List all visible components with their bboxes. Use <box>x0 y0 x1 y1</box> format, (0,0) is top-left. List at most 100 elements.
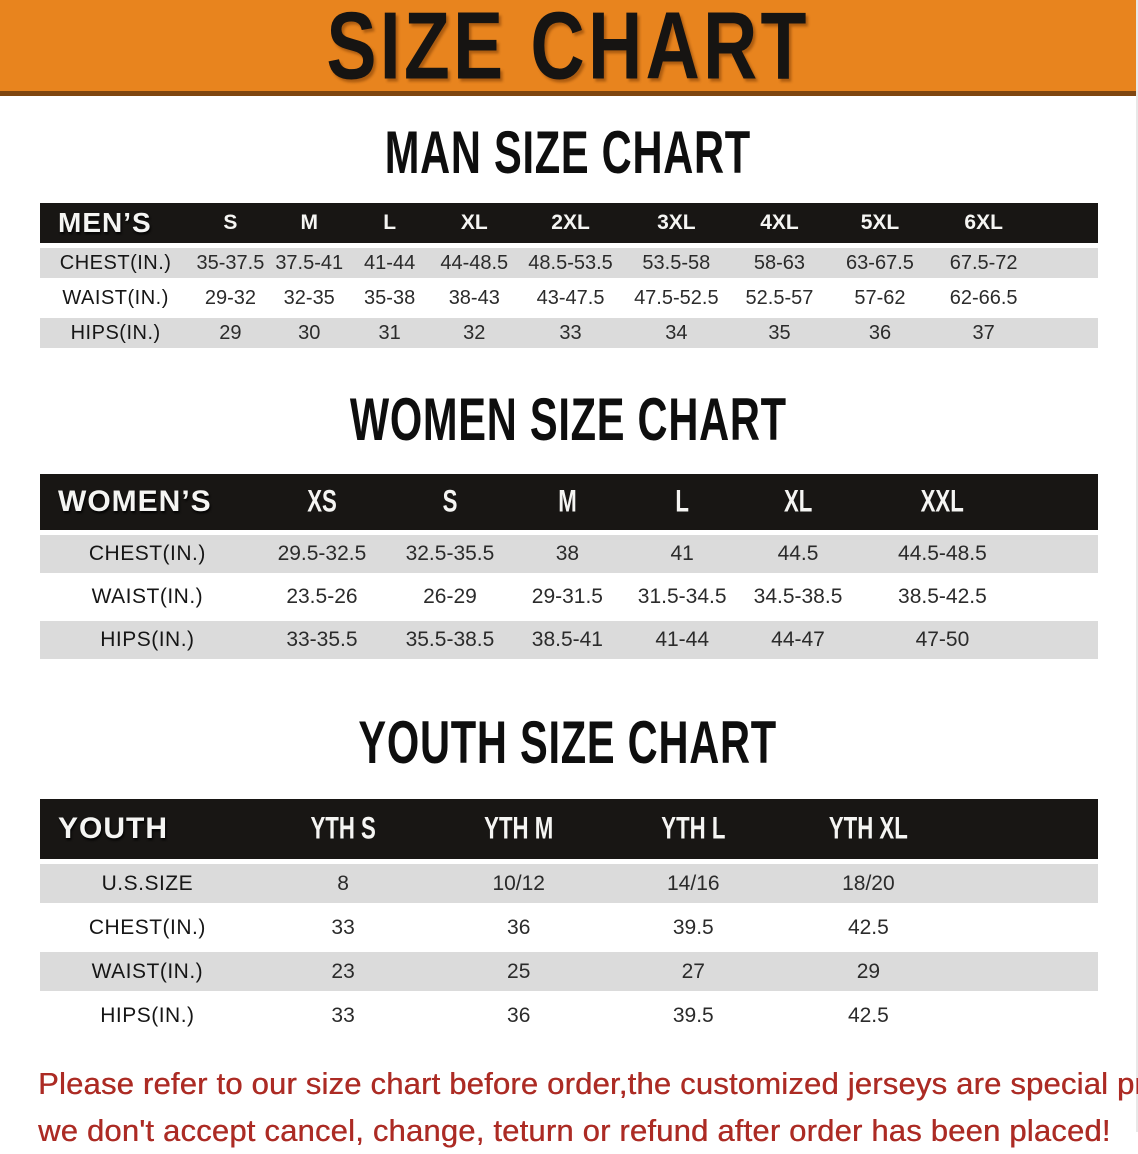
size-value: 43-47.5 <box>536 286 605 309</box>
spacer-cell <box>1037 203 1098 243</box>
order-disclaimer: Please refer to our size chart before or… <box>0 1060 1138 1154</box>
size-value: 44-47 <box>771 628 825 651</box>
youth-ussize-row: U.S.SIZE 8 10/12 14/16 18/20 <box>40 864 1098 903</box>
men-size-header: 5XL <box>860 211 900 234</box>
spacer-cell <box>1029 578 1098 616</box>
youth-size-table: YOUTH YTH S YTH M YTH L YTH XL U.S.SIZE … <box>40 794 1098 1040</box>
size-value: 67.5-72 <box>949 251 1018 274</box>
size-value: 34 <box>665 321 688 344</box>
youth-chest-row: CHEST(IN.) 33 36 39.5 42.5 <box>40 908 1098 947</box>
size-value: 37 <box>972 321 995 344</box>
order-disclaimer-line2: we don't accept cancel, change, teturn o… <box>38 1113 1111 1148</box>
size-value: 36 <box>507 1003 531 1027</box>
size-value: 38 <box>555 542 580 565</box>
size-value: 44-48.5 <box>440 251 509 274</box>
size-value: 62-66.5 <box>949 286 1018 309</box>
size-value: 57-62 <box>854 286 906 309</box>
youth-size-header: YTH M <box>431 799 606 859</box>
youth-size-header-text: YTH M <box>484 811 554 846</box>
youth-size-header: YTH L <box>606 799 781 859</box>
size-value: 41 <box>670 542 694 565</box>
youth-size-header-text: YTH L <box>661 811 726 846</box>
women-size-header: M <box>511 474 624 530</box>
size-value: 26-29 <box>423 585 477 608</box>
size-value: 35-38 <box>364 286 416 309</box>
youth-size-header: YTH S <box>255 799 432 859</box>
men-size-header: 6XL <box>964 211 1003 234</box>
men-size-header: XL <box>460 211 488 234</box>
man-section-title: MAN SIZE CHART <box>0 119 1136 186</box>
size-value: 8 <box>337 871 349 895</box>
women-size-header: XXL <box>856 474 1030 530</box>
youth-section-title: YOUTH SIZE CHART <box>0 709 1136 776</box>
women-table-header-row: WOMEN’S XS S M L XL XXL <box>40 474 1098 530</box>
size-value: 14/16 <box>667 871 720 895</box>
size-value: 32-35 <box>283 286 335 309</box>
size-value: 34.5-38.5 <box>753 585 843 608</box>
size-value: 39.5 <box>672 915 714 939</box>
men-hips-row: HIPS(IN.) 29 30 31 32 33 34 35 36 37 <box>40 318 1098 348</box>
row-label: CHEST(IN.) <box>59 251 172 274</box>
size-value: 35-37.5 <box>196 251 265 274</box>
size-value: 33 <box>331 915 355 939</box>
women-size-header: L <box>624 474 740 530</box>
size-value: 23 <box>331 959 355 983</box>
spacer-cell <box>956 996 1098 1035</box>
size-value: 35 <box>768 321 791 344</box>
row-label: CHEST(IN.) <box>88 915 206 939</box>
size-value: 58-63 <box>753 251 806 274</box>
size-chart-banner: SIZE CHART <box>0 0 1136 96</box>
size-value: 35.5-38.5 <box>405 628 495 651</box>
women-size-header-text: XL <box>783 484 813 519</box>
row-label: WAIST(IN.) <box>62 286 169 309</box>
size-value: 41-44 <box>364 251 416 274</box>
men-table-header-row: MEN’S S M L XL 2XL 3XL 4XL 5XL 6XL <box>40 203 1098 243</box>
size-value: 52.5-57 <box>745 286 814 309</box>
row-label: WAIST(IN.) <box>91 959 204 983</box>
size-value: 44.5 <box>777 542 819 565</box>
men-chest-row: CHEST(IN.) 35-37.5 37.5-41 41-44 44-48.5… <box>40 248 1098 278</box>
spacer-cell <box>1037 248 1098 278</box>
size-value: 31.5-34.5 <box>637 585 727 608</box>
size-value: 38.5-41 <box>531 628 603 651</box>
youth-size-header-text: YTH S <box>310 811 376 846</box>
youth-size-header-text: YTH XL <box>828 811 908 846</box>
youth-waist-row: WAIST(IN.) 23 25 27 29 <box>40 952 1098 991</box>
youth-hips-row: HIPS(IN.) 33 36 39.5 42.5 <box>40 996 1098 1035</box>
row-label: HIPS(IN.) <box>70 321 161 344</box>
banner-title: SIZE CHART <box>326 0 810 96</box>
spacer-cell <box>956 908 1098 947</box>
women-size-header-text: L <box>675 484 689 519</box>
youth-table-label: YOUTH <box>58 812 168 845</box>
size-value: 42.5 <box>847 1003 889 1027</box>
spacer-cell <box>1029 621 1098 659</box>
youth-size-header: YTH XL <box>781 799 957 859</box>
size-value: 53.5-58 <box>642 251 711 274</box>
size-value: 29-32 <box>204 286 256 309</box>
women-section-title: WOMEN SIZE CHART <box>0 386 1136 453</box>
size-value: 25 <box>507 959 531 983</box>
spacer-cell <box>1037 318 1098 348</box>
size-value: 23.5-26 <box>286 585 358 608</box>
size-value: 44.5-48.5 <box>898 542 987 565</box>
size-value: 31 <box>378 321 401 344</box>
size-value: 38.5-42.5 <box>898 585 987 608</box>
spacer-cell <box>1037 283 1098 313</box>
size-value: 29 <box>219 321 242 344</box>
women-chest-row: CHEST(IN.) 29.5-32.5 32.5-35.5 38 41 44.… <box>40 535 1098 573</box>
men-waist-row: WAIST(IN.) 29-32 32-35 35-38 38-43 43-47… <box>40 283 1098 313</box>
spacer-cell <box>956 952 1098 991</box>
women-table-label: WOMEN’S <box>58 485 212 518</box>
size-value: 47-50 <box>915 628 970 651</box>
row-label: WAIST(IN.) <box>91 585 204 608</box>
size-value: 36 <box>507 915 531 939</box>
men-size-table: MEN’S S M L XL 2XL 3XL 4XL 5XL 6XL CHEST… <box>40 198 1098 353</box>
spacer-cell <box>956 864 1098 903</box>
size-value: 33 <box>331 1003 355 1027</box>
size-value: 38-43 <box>448 286 500 309</box>
size-value: 32 <box>463 321 486 344</box>
size-value: 42.5 <box>847 915 889 939</box>
size-value: 48.5-53.5 <box>528 251 613 274</box>
size-value: 36 <box>868 321 892 344</box>
men-size-header: S <box>223 211 238 234</box>
